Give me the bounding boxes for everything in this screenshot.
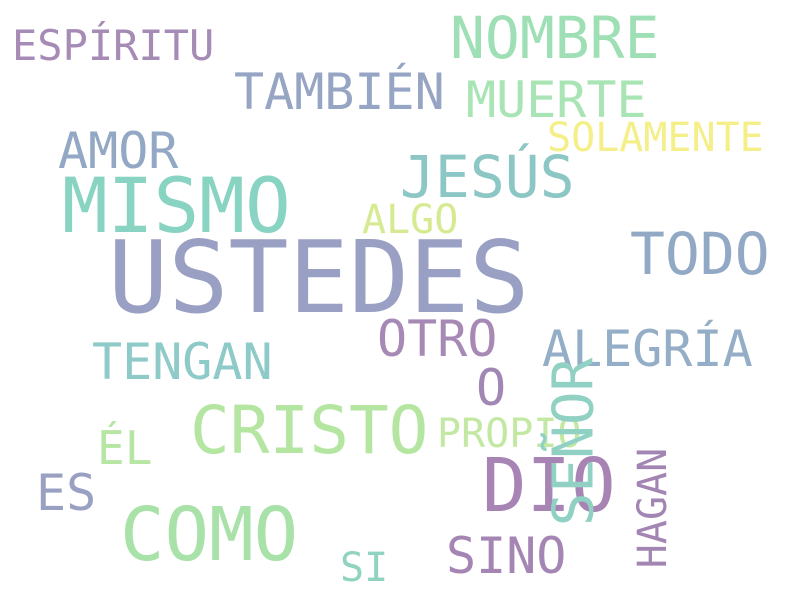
- word-o: O: [476, 359, 507, 417]
- word-ustedes: USTEDES: [108, 219, 530, 336]
- word-otro: OTRO: [377, 310, 498, 368]
- word-muerte: MUERTE: [466, 71, 647, 129]
- word-nombre: NOMBRE: [450, 4, 660, 72]
- word-senor: SEÑOR: [540, 357, 606, 527]
- word-hagan: HAGAN: [630, 447, 677, 569]
- word-espiritu: ESPÍRITU: [12, 21, 215, 70]
- word-dio: DIO: [482, 443, 616, 529]
- word-propio: PROPIO: [437, 411, 582, 457]
- word-sino: SINO: [446, 527, 567, 585]
- word-tambien: TAMBIÉN: [234, 63, 445, 121]
- word-como: COMO: [120, 492, 299, 578]
- word-alegria: ALEGRÍA: [542, 320, 753, 378]
- word-cristo: CRISTO: [190, 392, 429, 469]
- word-mismo: MISMO: [62, 161, 291, 250]
- word-amor: AMOR: [58, 122, 179, 180]
- word-el: ÉL: [97, 421, 153, 475]
- word-jesus: JESÚS: [400, 143, 575, 211]
- word-algo: ALGO: [362, 197, 459, 243]
- word-es: ES: [36, 464, 97, 522]
- word-solamente: SOLAMENTE: [547, 115, 764, 161]
- word-tengan: TENGAN: [92, 333, 273, 391]
- word-si: SI: [340, 545, 389, 591]
- word-todo: TODO: [630, 220, 770, 288]
